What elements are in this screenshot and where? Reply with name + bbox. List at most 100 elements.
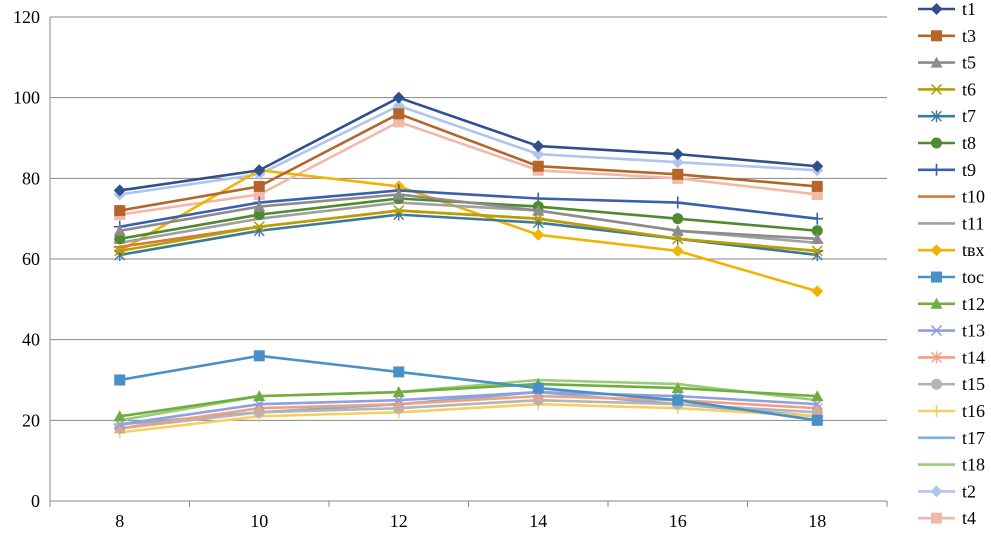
legend-label: t8 xyxy=(962,133,976,153)
y-tick-label: 20 xyxy=(22,410,40,430)
legend: t1 t3 t5 t6 t7 t8 t9 t10 t11 tвх toc t12 t13 t14 t15 t1… xyxy=(918,0,985,528)
series-t10 xyxy=(113,209,824,253)
series-line xyxy=(119,209,818,253)
legend-item: t6 xyxy=(918,79,976,99)
series-line xyxy=(119,354,818,422)
data-point xyxy=(393,116,405,128)
legend-item: t15 xyxy=(918,374,985,394)
y-axis-tick-labels: 0 20 40 60 80 100 120 xyxy=(13,7,40,511)
data-point xyxy=(532,204,545,216)
legend-item: t4 xyxy=(918,508,976,528)
legend-label: t5 xyxy=(962,53,976,73)
legend-swatch-marker xyxy=(930,3,943,15)
legend-item: t1 xyxy=(918,0,976,19)
legend-item: t5 xyxy=(918,53,976,73)
data-point xyxy=(392,91,405,104)
y-tick-label: 120 xyxy=(13,7,40,27)
series-line xyxy=(119,390,818,426)
series-line xyxy=(119,189,818,229)
x-tick-label: 12 xyxy=(390,511,408,531)
legend-swatch-marker xyxy=(931,110,942,123)
y-tick-label: 80 xyxy=(22,168,40,188)
data-point xyxy=(671,196,684,209)
data-point xyxy=(811,180,823,192)
legend-label: t17 xyxy=(962,428,985,448)
series-t6 xyxy=(114,205,823,257)
series-t5 xyxy=(113,188,824,244)
legend-label: t14 xyxy=(962,347,985,367)
series-line xyxy=(119,382,818,418)
y-tick-label: 100 xyxy=(13,88,40,108)
data-point xyxy=(532,148,545,161)
series-t3 xyxy=(114,108,823,217)
data-point xyxy=(253,221,265,233)
x-tick-label: 10 xyxy=(250,511,268,531)
legend-swatch-marker xyxy=(931,30,942,42)
data-point xyxy=(113,224,126,236)
legend-swatch-marker xyxy=(930,56,943,68)
legend-swatch-marker xyxy=(931,351,942,364)
data-point xyxy=(114,205,126,217)
legend-item: t18 xyxy=(918,455,985,475)
legend-swatch-marker xyxy=(930,405,943,417)
data-point xyxy=(532,160,544,172)
legend-label: t3 xyxy=(962,26,976,46)
legend-item: t8 xyxy=(918,133,976,153)
data-point xyxy=(811,285,824,298)
data-point xyxy=(811,160,824,173)
legend-item: t12 xyxy=(918,294,985,314)
legend-label: t7 xyxy=(962,106,976,126)
series-td0b2d185 xyxy=(113,164,824,298)
data-point xyxy=(811,390,824,402)
data-point xyxy=(811,188,823,200)
y-tick-label: 60 xyxy=(22,249,40,269)
legend-swatch-marker xyxy=(930,325,943,337)
legend-swatch-marker xyxy=(931,137,942,149)
legend-label: t15 xyxy=(962,374,985,394)
data-point xyxy=(114,374,126,386)
series-t2 xyxy=(113,99,824,201)
data-point xyxy=(671,382,684,394)
data-point xyxy=(671,224,684,236)
series-t4 xyxy=(114,116,823,221)
data-point xyxy=(253,188,265,200)
data-point xyxy=(532,228,545,241)
data-point xyxy=(811,225,823,237)
data-point xyxy=(811,232,824,244)
series-line xyxy=(119,168,818,293)
legend-label: t6 xyxy=(962,79,976,99)
legend-item: t9 xyxy=(918,160,976,180)
y-tick-label: 40 xyxy=(22,330,40,350)
legend-label: toc xyxy=(962,267,984,287)
legend-swatch-marker xyxy=(930,485,943,498)
series-line xyxy=(119,104,818,196)
data-point xyxy=(253,164,266,177)
y-tick-label: 0 xyxy=(31,491,40,511)
data-point xyxy=(393,205,405,217)
data-point xyxy=(114,233,126,245)
legend-label: t18 xyxy=(962,455,985,475)
data-point xyxy=(672,394,684,406)
data-point xyxy=(393,366,405,378)
series-line xyxy=(119,96,818,192)
data-point xyxy=(253,350,265,362)
legend-label: t4 xyxy=(962,508,976,528)
legend-item: t10 xyxy=(918,187,985,207)
x-tick-label: 14 xyxy=(529,511,547,531)
legend-label: t2 xyxy=(962,481,976,501)
legend-item: t7 xyxy=(918,106,976,126)
legend-item: t16 xyxy=(918,401,985,421)
data-point xyxy=(114,245,126,257)
legend-label: t10 xyxy=(962,187,985,207)
data-point xyxy=(811,212,824,225)
legend-item: t3 xyxy=(918,26,976,46)
series-line xyxy=(119,193,818,241)
series-lines xyxy=(113,91,824,439)
grid-lines xyxy=(50,16,887,421)
legend-label: t11 xyxy=(962,213,984,233)
data-point xyxy=(113,410,126,422)
x-tick-label: 8 xyxy=(115,511,124,531)
data-point xyxy=(253,209,265,221)
data-point xyxy=(671,148,684,161)
